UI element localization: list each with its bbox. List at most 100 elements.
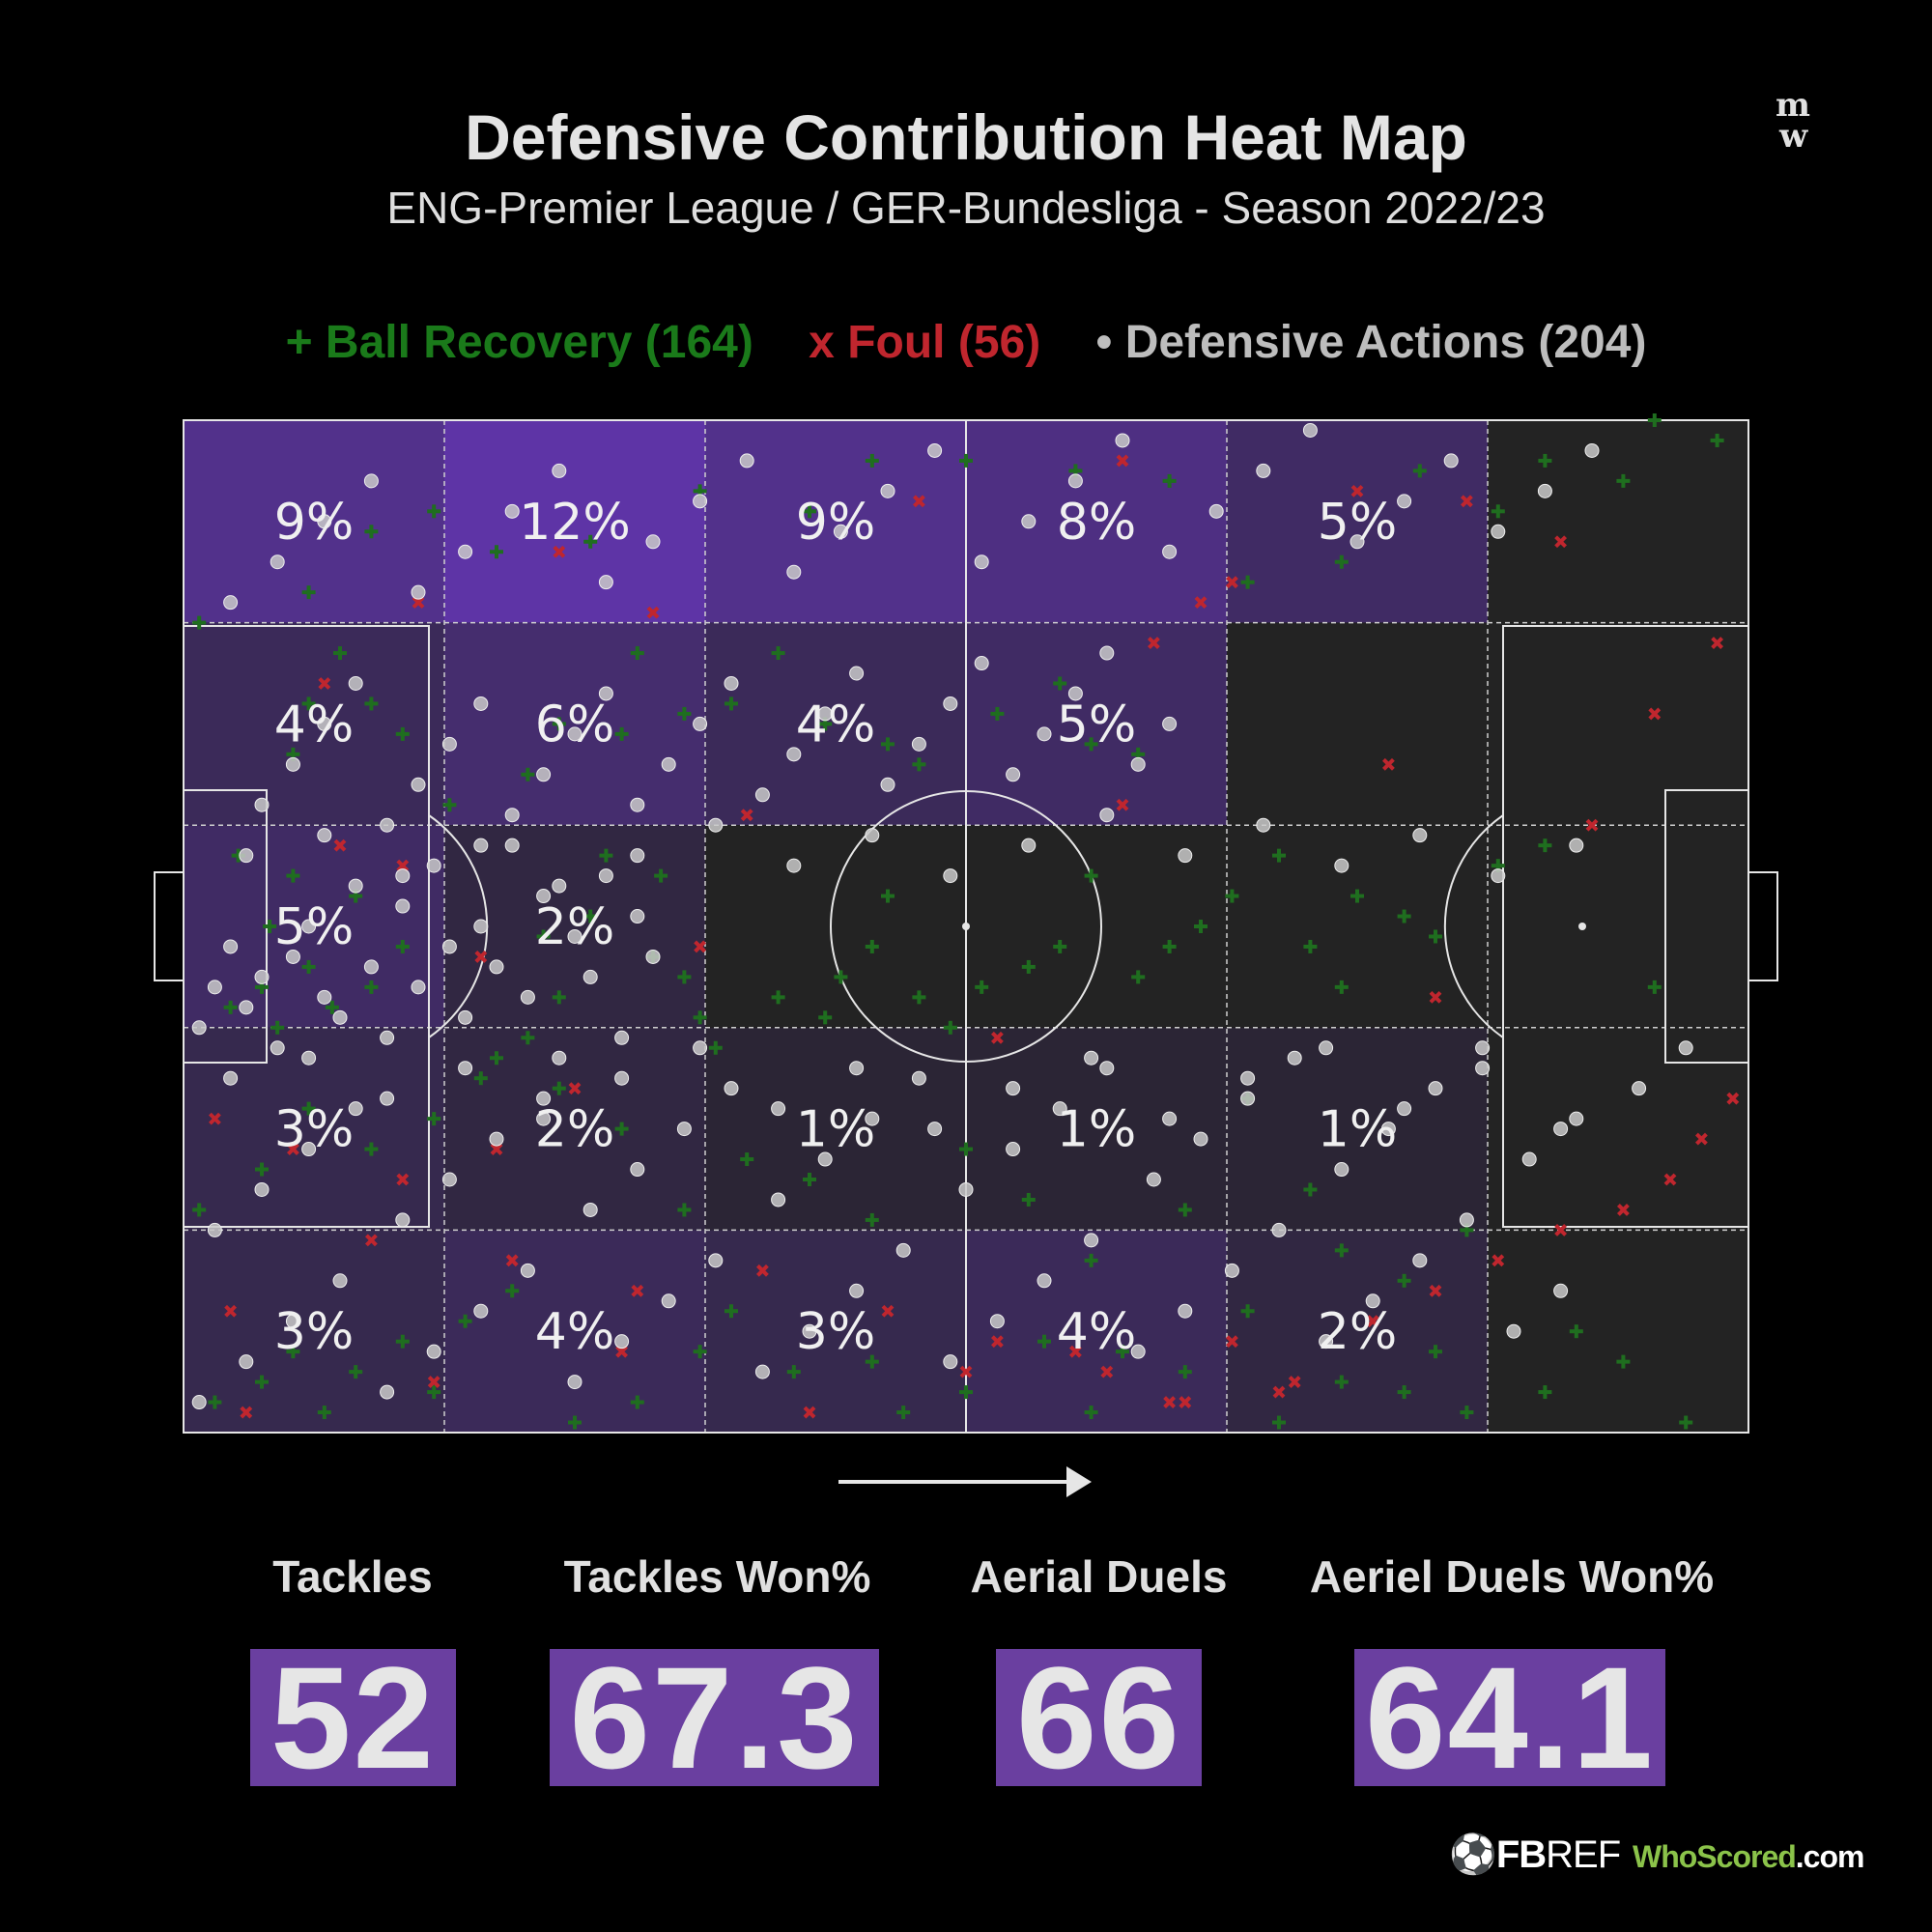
defensive-action-marker bbox=[1319, 1334, 1334, 1350]
ball-recovery-marker bbox=[677, 970, 692, 984]
defensive-action-marker bbox=[817, 1151, 833, 1167]
defensive-action-marker bbox=[927, 442, 943, 458]
stat-value-tackles: 52 bbox=[250, 1645, 456, 1790]
defensive-action-marker bbox=[817, 706, 833, 722]
ball-recovery-marker bbox=[395, 939, 410, 953]
foul-marker bbox=[912, 495, 925, 508]
ball-recovery-marker bbox=[325, 1000, 339, 1014]
defensive-action-marker bbox=[552, 463, 567, 478]
ball-recovery-marker bbox=[1021, 1192, 1036, 1207]
defensive-action-marker bbox=[1334, 1162, 1350, 1178]
defensive-action-marker bbox=[1099, 1061, 1115, 1076]
ball-recovery-marker bbox=[771, 990, 785, 1005]
defensive-action-marker bbox=[191, 1395, 207, 1410]
ball-recovery-marker bbox=[333, 646, 347, 661]
ball-recovery-marker bbox=[1240, 1304, 1255, 1319]
defensive-action-marker bbox=[614, 1070, 630, 1086]
defensive-action-marker bbox=[380, 1030, 395, 1045]
ball-recovery-marker bbox=[521, 1031, 535, 1045]
defensive-action-marker bbox=[301, 919, 317, 934]
foul-marker bbox=[1225, 1335, 1238, 1349]
heat-zone bbox=[1227, 1230, 1488, 1433]
defensive-action-marker bbox=[1632, 1081, 1647, 1096]
ball-recovery-marker bbox=[536, 929, 551, 944]
defensive-action-marker bbox=[395, 898, 411, 914]
foul-marker bbox=[1429, 990, 1442, 1004]
left-goal bbox=[154, 871, 185, 981]
ball-recovery-marker bbox=[1350, 889, 1364, 903]
foul-marker bbox=[1726, 1092, 1740, 1105]
foul-marker bbox=[959, 1365, 973, 1378]
foul-marker bbox=[1179, 1396, 1192, 1408]
defensive-action-marker bbox=[724, 675, 739, 691]
legend-defensive-actions: • Defensive Actions (204) bbox=[1095, 317, 1647, 368]
ball-recovery-marker bbox=[301, 1101, 316, 1116]
defensive-action-marker bbox=[489, 1131, 504, 1147]
heat-zone bbox=[444, 420, 705, 623]
foul-marker bbox=[1068, 1345, 1082, 1358]
ball-recovery-marker bbox=[552, 1081, 566, 1095]
stat-label-tackles: Tackles bbox=[272, 1551, 433, 1602]
ball-recovery-marker bbox=[427, 1385, 441, 1400]
defensive-action-marker bbox=[1475, 1061, 1491, 1076]
defensive-action-marker bbox=[1006, 1081, 1021, 1096]
ball-recovery-marker bbox=[654, 868, 668, 883]
heat-zone bbox=[1488, 1230, 1748, 1433]
defensive-action-marker bbox=[1443, 453, 1459, 469]
defensive-action-marker bbox=[1287, 1050, 1302, 1065]
zone-percentage-label: 6% bbox=[535, 696, 615, 753]
stat-value-aerial-duels-won: 64.1 bbox=[1354, 1645, 1665, 1790]
zone-percentage-label: 5% bbox=[274, 898, 355, 956]
ball-recovery-marker bbox=[1538, 1385, 1552, 1400]
defensive-action-marker bbox=[1162, 716, 1178, 731]
ball-recovery-marker bbox=[505, 1284, 520, 1298]
zone-percentage-label: 4% bbox=[1057, 1303, 1137, 1361]
foul-marker bbox=[224, 1304, 238, 1318]
ball-recovery-marker bbox=[458, 1314, 472, 1328]
ball-recovery-marker bbox=[1334, 1243, 1349, 1258]
ball-recovery-marker bbox=[896, 1406, 911, 1420]
ball-recovery-marker bbox=[1334, 980, 1349, 994]
ball-recovery-marker bbox=[1053, 676, 1067, 691]
ball-recovery-marker bbox=[301, 585, 316, 600]
defensive-action-marker bbox=[708, 1253, 724, 1268]
defensive-action-marker bbox=[567, 726, 582, 742]
defensive-action-marker bbox=[239, 1354, 254, 1370]
defensive-action-marker bbox=[567, 1375, 582, 1390]
defensive-action-marker bbox=[895, 1242, 911, 1258]
defensive-action-marker bbox=[693, 494, 708, 509]
ball-recovery-marker bbox=[724, 1304, 738, 1319]
ball-recovery-marker bbox=[1303, 939, 1318, 953]
foul-marker bbox=[1381, 757, 1395, 771]
defensive-action-marker bbox=[536, 1111, 552, 1126]
zone-percentage-label: 3% bbox=[274, 1303, 355, 1361]
defensive-action-marker bbox=[1569, 1111, 1584, 1126]
defensive-action-marker bbox=[1553, 1122, 1569, 1137]
zone-percentage-label: 4% bbox=[796, 696, 876, 753]
foul-marker bbox=[646, 606, 660, 619]
defensive-action-marker bbox=[223, 1070, 239, 1086]
source-credits: ⚽FBREF WhoScored.com bbox=[1449, 1826, 1864, 1884]
ball-recovery-marker bbox=[473, 1071, 488, 1086]
defensive-action-marker bbox=[598, 686, 613, 701]
ball-recovery-marker bbox=[301, 696, 316, 711]
ball-recovery-marker bbox=[1178, 1365, 1192, 1379]
ball-recovery-marker bbox=[630, 646, 644, 661]
right-penalty-arc bbox=[1443, 814, 1504, 1038]
defensive-action-marker bbox=[567, 928, 582, 944]
defensive-action-marker bbox=[520, 1263, 535, 1278]
whoscored-logo: WhoScored.com bbox=[1633, 1839, 1864, 1874]
foul-marker bbox=[1648, 707, 1662, 721]
defensive-action-marker bbox=[473, 919, 489, 934]
ball-recovery-marker bbox=[943, 1020, 957, 1035]
defensive-action-marker bbox=[504, 838, 520, 853]
svg-text:w: w bbox=[1778, 117, 1808, 155]
stat-value-aerial-duels: 66 bbox=[996, 1645, 1202, 1790]
ball-recovery-marker bbox=[255, 1162, 269, 1177]
ball-recovery-marker bbox=[364, 980, 379, 994]
page-subtitle: ENG-Premier League / GER-Bundesliga - Se… bbox=[386, 183, 1546, 233]
ball-recovery-marker bbox=[263, 920, 277, 933]
defensive-action-marker bbox=[285, 1314, 300, 1329]
defensive-action-marker bbox=[1162, 1111, 1178, 1126]
defensive-action-marker bbox=[1397, 494, 1412, 509]
